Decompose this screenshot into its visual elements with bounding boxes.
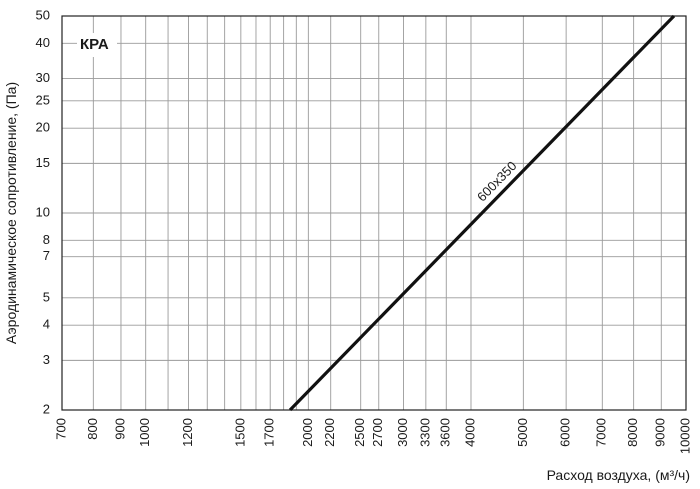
x-tick-label-2500: 2500	[352, 418, 367, 447]
x-tick-label-3600: 3600	[438, 418, 453, 447]
y-tick-label-5: 5	[43, 289, 50, 304]
panel-title-background	[77, 33, 117, 57]
y-tick-label-8: 8	[43, 232, 50, 247]
y-tick-label-20: 20	[36, 120, 50, 135]
y-tick-label-15: 15	[36, 155, 50, 170]
x-tick-label-9000: 9000	[653, 418, 668, 447]
x-tick-label-1500: 1500	[232, 418, 247, 447]
x-tick-label-700: 700	[53, 418, 68, 440]
x-tick-label-1700: 1700	[262, 418, 277, 447]
x-tick-label-3300: 3300	[417, 418, 432, 447]
y-tick-label-50: 50	[36, 7, 50, 22]
x-tick-label-10000: 10000	[677, 418, 692, 454]
x-tick-label-2700: 2700	[370, 418, 385, 447]
y-tick-label-30: 30	[36, 70, 50, 85]
y-tick-label-25: 25	[36, 92, 50, 107]
y-tick-label-3: 3	[43, 352, 50, 367]
x-tick-label-3000: 3000	[395, 418, 410, 447]
x-tick-label-1200: 1200	[180, 418, 195, 447]
x-tick-label-900: 900	[112, 418, 127, 440]
y-tick-label-7: 7	[43, 248, 50, 263]
x-tick-label-6000: 6000	[558, 418, 573, 447]
y-tick-label-10: 10	[36, 204, 50, 219]
x-tick-label-5000: 5000	[515, 418, 530, 447]
x-tick-label-8000: 8000	[625, 418, 640, 447]
y-tick-label-2: 2	[43, 401, 50, 416]
x-tick-label-2000: 2000	[300, 418, 315, 447]
x-axis-title: Расход воздуха, (м³/ч)	[547, 467, 690, 483]
x-tick-label-4000: 4000	[462, 418, 477, 447]
series-line-0	[288, 14, 676, 412]
grid	[61, 15, 687, 411]
y-axis-title: Аэродинамическое сопротивление, (Па)	[3, 82, 19, 344]
x-tick-label-1000: 1000	[137, 418, 152, 447]
x-tick-label-800: 800	[85, 418, 100, 440]
tick-labels: 700 800 900 1000 1200 1500 1700 2000 2200 2500 270…	[36, 7, 693, 454]
x-tick-label-7000: 7000	[594, 418, 609, 447]
y-tick-label-40: 40	[36, 35, 50, 50]
plot-frame	[61, 15, 687, 411]
panel-title: КРА	[80, 36, 109, 53]
y-tick-label-4: 4	[43, 317, 50, 332]
x-tick-label-2200: 2200	[322, 418, 337, 447]
